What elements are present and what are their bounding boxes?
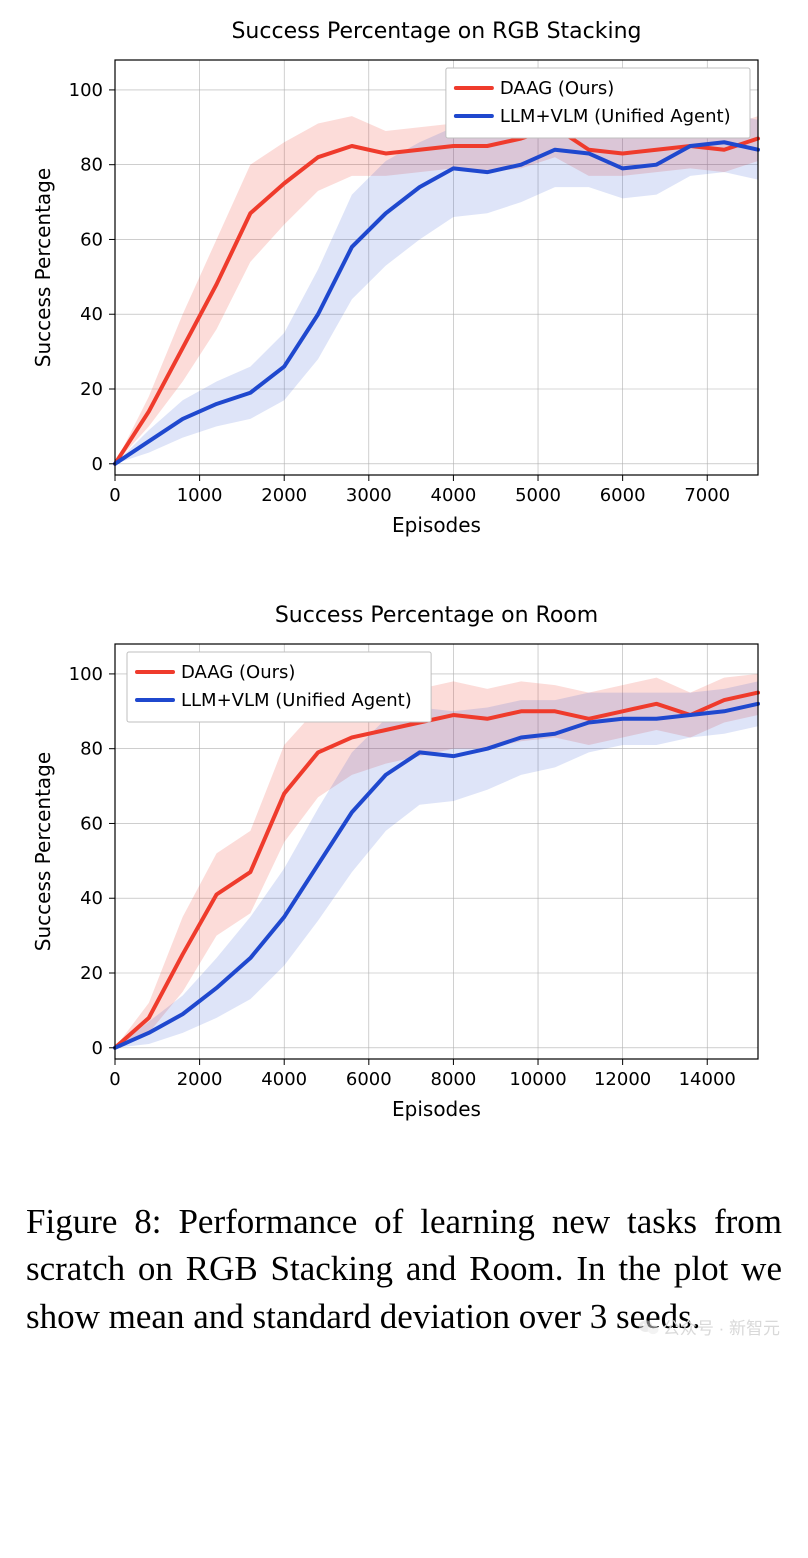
- chart-rgb-stacking: 0 1000 2000 3000 4000 5000 6000 7000 0 20 40 60 80 10…: [20, 10, 788, 554]
- svg-text:Success Percentage: Success Percentage: [31, 168, 55, 367]
- svg-text:80: 80: [80, 739, 103, 760]
- svg-text:DAAG (Ours): DAAG (Ours): [500, 78, 614, 99]
- svg-text:Success Percentage: Success Percentage: [31, 752, 55, 951]
- svg-text:6000: 6000: [346, 1069, 392, 1090]
- svg-text:100: 100: [69, 80, 103, 101]
- svg-text:60: 60: [80, 229, 103, 250]
- svg-text:4000: 4000: [261, 1069, 307, 1090]
- svg-text:1000: 1000: [177, 485, 223, 506]
- svg-text:0: 0: [109, 485, 120, 506]
- svg-text:Success Percentage on Room: Success Percentage on Room: [275, 603, 598, 628]
- svg-text:60: 60: [80, 813, 103, 834]
- svg-text:0: 0: [109, 1069, 120, 1090]
- chart-svg-room: 0 2000 4000 6000 8000 10000 12000 14000 0 20 40 60 8…: [20, 594, 788, 1134]
- svg-text:20: 20: [80, 963, 103, 984]
- chart-room: 0 2000 4000 6000 8000 10000 12000 14000 0 20 40 60 8…: [20, 594, 788, 1138]
- svg-text:4000: 4000: [431, 485, 477, 506]
- svg-text:3000: 3000: [346, 485, 392, 506]
- svg-text:7000: 7000: [684, 485, 730, 506]
- wechat-icon: [639, 1318, 659, 1341]
- page-root: 0100020003000400050006000700002040608010…: [0, 0, 808, 1371]
- svg-text:20: 20: [80, 379, 103, 400]
- svg-text:40: 40: [80, 304, 103, 325]
- chart-svg-rgb-stacking: 0 1000 2000 3000 4000 5000 6000 7000 0 20 40 60 80 10…: [20, 10, 788, 550]
- svg-text:6000: 6000: [600, 485, 646, 506]
- svg-text:5000: 5000: [515, 485, 561, 506]
- svg-text:12000: 12000: [594, 1069, 651, 1090]
- svg-text:0: 0: [92, 1038, 103, 1059]
- svg-text:2000: 2000: [261, 485, 307, 506]
- svg-text:2000: 2000: [177, 1069, 223, 1090]
- svg-text:8000: 8000: [431, 1069, 477, 1090]
- svg-text:0: 0: [92, 454, 103, 475]
- svg-text:10000: 10000: [509, 1069, 566, 1090]
- svg-text:LLM+VLM (Unified Agent): LLM+VLM (Unified Agent): [181, 690, 412, 711]
- svg-text:80: 80: [80, 155, 103, 176]
- svg-text:100: 100: [69, 664, 103, 685]
- svg-text:Episodes: Episodes: [392, 513, 481, 537]
- svg-text:40: 40: [80, 888, 103, 909]
- svg-text:14000: 14000: [679, 1069, 736, 1090]
- source-watermark: 公众号 · 新智元: [20, 1314, 788, 1341]
- svg-text:LLM+VLM (Unified Agent): LLM+VLM (Unified Agent): [500, 106, 731, 127]
- svg-text:DAAG (Ours): DAAG (Ours): [181, 662, 295, 683]
- svg-text:Episodes: Episodes: [392, 1097, 481, 1121]
- watermark-text: 公众号 · 新智元: [663, 1319, 780, 1338]
- svg-text:Success Percentage on RGB Stac: Success Percentage on RGB Stacking: [231, 19, 641, 44]
